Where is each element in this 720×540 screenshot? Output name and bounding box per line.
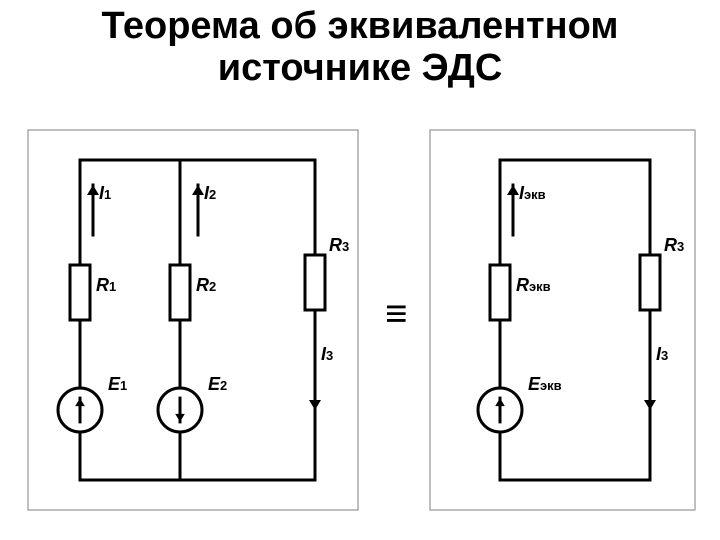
diagram-canvas: ≡ I1 I2 I3 R1 R2 R3 E1 E2 Iэкв I3 Rэкв R… [0,90,720,530]
label-I1: I1 [99,183,111,204]
label-R3-right: R3 [664,235,684,256]
title-line-1: Теорема об эквивалентном [0,6,720,48]
label-I3-right: I3 [656,344,668,365]
label-I2: I2 [204,183,216,204]
label-E1: E1 [108,374,127,395]
title-line-2: источнике ЭДС [0,48,720,90]
label-Eeq: Eэкв [528,374,562,395]
label-E2: E2 [208,374,227,395]
label-I3-left: I3 [321,344,333,365]
page-title: Теорема об эквивалентном источнике ЭДС [0,0,720,90]
label-R1: R1 [96,275,116,296]
circuit-svg [0,90,720,530]
label-Ieq: Iэкв [519,183,546,204]
label-R3-left: R3 [329,235,349,256]
label-R2: R2 [196,275,216,296]
label-Req: Rэкв [516,275,551,296]
equiv-symbol: ≡ [385,290,408,337]
